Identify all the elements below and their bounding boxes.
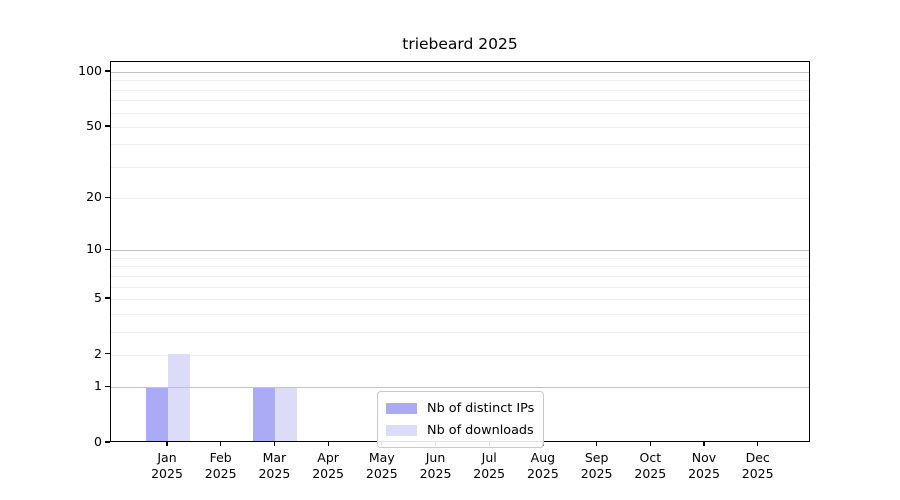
y-tick <box>105 385 110 387</box>
minor-gridline <box>111 89 809 91</box>
legend-item-distinct-ips: Nb of distinct IPs <box>386 397 534 419</box>
plot-area <box>110 61 810 442</box>
legend-swatch-distinct-ips <box>386 402 417 414</box>
minor-gridline <box>111 112 809 114</box>
x-tick-label: Feb 2025 <box>204 450 237 481</box>
y-tick-label: 100 <box>78 63 102 78</box>
y-tick <box>105 70 110 72</box>
minor-gridline <box>111 286 809 288</box>
major-gridline <box>111 387 809 389</box>
bar-distinct-ips <box>146 386 168 441</box>
y-tick <box>105 441 110 443</box>
minor-gridline <box>111 166 809 168</box>
x-tick <box>327 441 329 446</box>
minor-gridline <box>111 80 809 82</box>
y-tick-label: 20 <box>86 189 102 205</box>
x-tick-label: Nov 2025 <box>688 450 720 481</box>
minor-gridline <box>111 354 809 356</box>
x-tick-label: Dec 2025 <box>741 450 774 481</box>
y-tick-label: 5 <box>94 289 102 305</box>
x-tick-label: Jun 2025 <box>419 450 452 481</box>
minor-gridline <box>111 144 809 146</box>
bar-distinct-ips <box>253 386 276 441</box>
bar-downloads <box>275 386 298 441</box>
y-tick-label: 1 <box>94 378 102 394</box>
y-tick <box>105 196 110 198</box>
x-tick <box>166 441 168 446</box>
minor-gridline <box>111 198 809 200</box>
y-tick <box>105 297 110 299</box>
legend-label-distinct-ips: Nb of distinct IPs <box>427 400 535 416</box>
x-tick-label: Mar 2025 <box>258 450 291 481</box>
major-gridline <box>111 72 809 73</box>
bar-downloads <box>168 354 190 441</box>
x-tick-label: Sep 2025 <box>580 450 613 481</box>
y-tick <box>105 353 110 355</box>
x-tick <box>273 441 276 446</box>
y-tick-label: 0 <box>94 434 102 449</box>
x-tick-label: Jan 2025 <box>151 450 183 481</box>
x-tick-label: Aug 2025 <box>526 450 559 481</box>
y-tick-label: 50 <box>86 117 102 133</box>
minor-gridline <box>111 298 809 300</box>
minor-gridline <box>111 313 809 315</box>
minor-gridline <box>111 126 809 128</box>
minor-gridline <box>111 275 809 277</box>
x-tick <box>596 441 598 446</box>
y-tick-label: 2 <box>94 345 102 361</box>
x-tick-label: Jul 2025 <box>473 450 506 481</box>
minor-gridline <box>111 331 809 333</box>
x-tick <box>649 441 651 446</box>
y-tick <box>105 248 110 250</box>
minor-gridline <box>111 257 809 259</box>
legend-swatch-downloads <box>386 424 417 436</box>
minor-gridline <box>111 266 809 268</box>
x-tick-label: May 2025 <box>365 450 398 481</box>
minor-gridline <box>111 100 809 102</box>
legend: Nb of distinct IPs Nb of downloads <box>377 391 545 448</box>
y-tick <box>105 125 110 127</box>
legend-item-downloads: Nb of downloads <box>386 419 534 441</box>
x-tick <box>220 441 222 446</box>
x-tick <box>703 441 705 446</box>
x-tick-label: Apr 2025 <box>312 450 344 481</box>
x-tick <box>757 441 759 446</box>
y-tick-label: 10 <box>86 241 102 257</box>
major-gridline <box>111 250 809 252</box>
legend-label-downloads: Nb of downloads <box>427 422 534 438</box>
x-tick-label: Oct 2025 <box>634 450 667 481</box>
chart-title: triebeard 2025 <box>402 35 518 53</box>
